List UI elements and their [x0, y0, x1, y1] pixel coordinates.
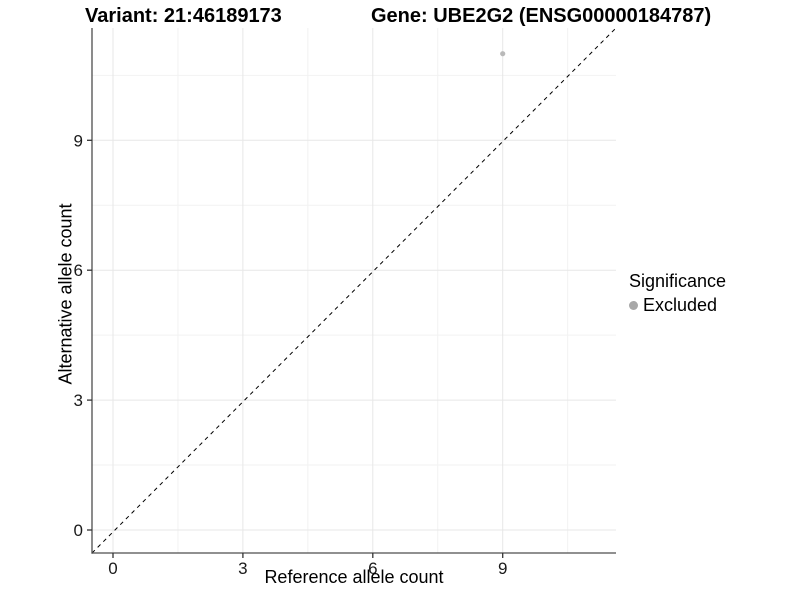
legend-title: Significance — [629, 271, 727, 291]
y-tick-label: 6 — [74, 261, 83, 280]
legend-item-label: Excluded — [643, 295, 718, 315]
identity-reference-line — [91, 27, 617, 554]
plot-title-gene: Gene: UBE2G2 (ENSG00000184787) — [371, 5, 712, 27]
legend: Significance Excluded — [629, 271, 726, 316]
y-axis-title: Alternative allele count — [55, 203, 76, 385]
x-tick-label: 6 — [368, 559, 377, 578]
x-tick-label: 9 — [498, 559, 507, 578]
x-tick-label: 0 — [108, 559, 117, 578]
legend-key-dot-icon — [629, 301, 638, 310]
x-tick-label: 3 — [238, 559, 247, 578]
legend-item: Excluded — [629, 295, 726, 316]
x-axis-title: Reference allele count — [264, 567, 444, 587]
y-tick-label: 0 — [74, 521, 83, 540]
data-point — [500, 51, 506, 57]
plot-title-variant: Variant: 21:46189173 — [85, 5, 282, 27]
y-tick-label: 9 — [74, 131, 83, 150]
y-tick-label: 3 — [74, 391, 83, 410]
